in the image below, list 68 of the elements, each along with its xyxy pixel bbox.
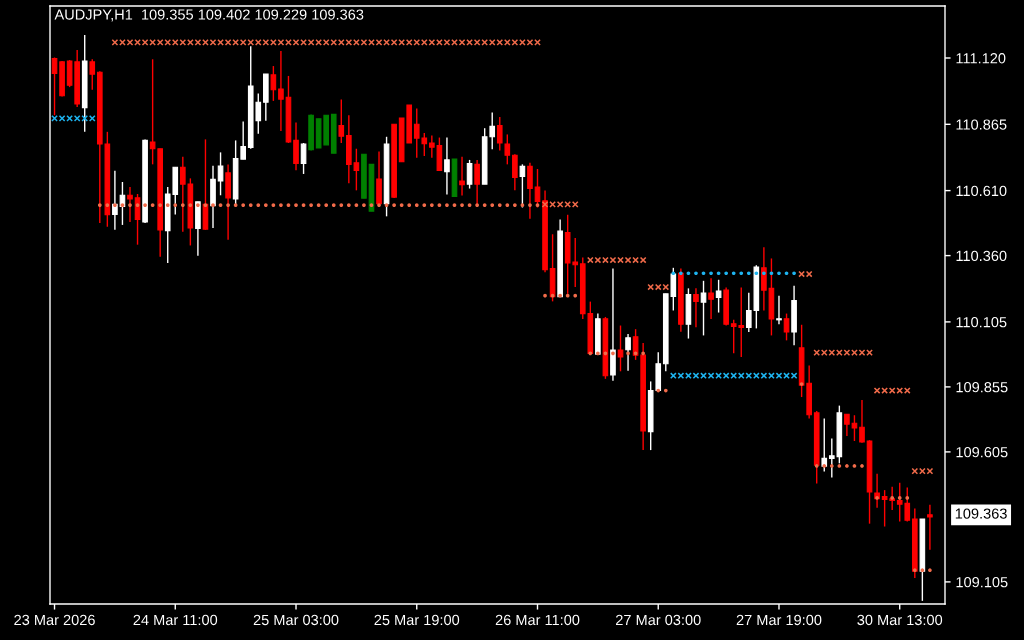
text: 109.363 — [955, 508, 1007, 519]
y-tick-label: 109.105 — [956, 577, 1008, 588]
candlestick — [512, 153, 518, 192]
x-tick-label: 23 Mar 2026 — [14, 614, 95, 626]
point — [769, 271, 774, 276]
point — [709, 271, 713, 276]
point — [686, 271, 691, 276]
candlestick — [776, 294, 782, 325]
point — [739, 271, 744, 276]
x-tick-label: 25 Mar 03:00 — [253, 614, 339, 626]
y-tick-label: 110.610 — [956, 185, 1007, 197]
point — [762, 271, 766, 276]
candlestick — [89, 58, 96, 91]
point — [784, 271, 789, 276]
candlestick — [693, 287, 699, 329]
y-tick-label: 110.865 — [956, 119, 1007, 130]
candlestick — [270, 65, 277, 102]
point — [701, 271, 706, 276]
y-tick-label: 109.855 — [956, 382, 1008, 393]
x-tick-label: 26 Mar 11:00 — [495, 614, 580, 626]
point — [792, 271, 796, 276]
x-tick-label: 25 Mar 19:00 — [374, 614, 460, 626]
x-tick-label: 27 Mar 19:00 — [736, 614, 822, 626]
y-tick-label: 110.360 — [956, 250, 1007, 262]
candlestick — [459, 156, 465, 197]
candlestick — [534, 168, 541, 209]
candlestick — [127, 186, 133, 223]
candlestick — [715, 279, 722, 314]
candlestick — [466, 159, 473, 190]
candlestick — [527, 162, 533, 220]
y-tick-label: 110.105 — [956, 317, 1007, 328]
candlestick — [119, 181, 126, 226]
candlestick — [338, 98, 345, 144]
point — [731, 271, 736, 276]
point — [679, 271, 683, 276]
point — [716, 271, 721, 276]
x-tick-label: 27 Mar 03:00 — [616, 614, 701, 626]
candlestick — [519, 163, 526, 209]
candlestick — [474, 159, 480, 206]
candlestick — [134, 193, 141, 246]
x-tick-label: 24 Mar 11:00 — [133, 614, 218, 626]
candlestick — [617, 324, 624, 372]
chart-title: AUDJPY,H1 109.355 109.402 109.229 109.363 — [54, 9, 364, 22]
point — [694, 271, 698, 276]
y-tick-label: 111.120 — [956, 53, 1006, 64]
candlestick — [112, 170, 118, 231]
point — [746, 271, 751, 276]
candlestick — [300, 142, 307, 175]
candlestick — [708, 277, 714, 320]
candlestick — [927, 503, 933, 551]
point — [724, 271, 728, 276]
candlestick — [293, 121, 299, 172]
candlestick — [844, 413, 850, 437]
candlestick — [217, 151, 224, 196]
candlestick — [761, 246, 767, 312]
candlestick — [444, 136, 450, 196]
x-tick-label: 30 Mar 13:00 — [857, 614, 943, 626]
y-tick-label: 109.605 — [956, 447, 1008, 458]
point — [671, 271, 676, 276]
candlestick — [859, 399, 865, 444]
point — [754, 271, 759, 276]
candlestick — [821, 417, 828, 473]
point — [777, 271, 781, 276]
candlestick — [851, 414, 858, 442]
candlestick — [700, 280, 707, 337]
candlestick — [278, 50, 284, 132]
candlestick — [625, 333, 631, 372]
candlestick — [783, 312, 790, 342]
